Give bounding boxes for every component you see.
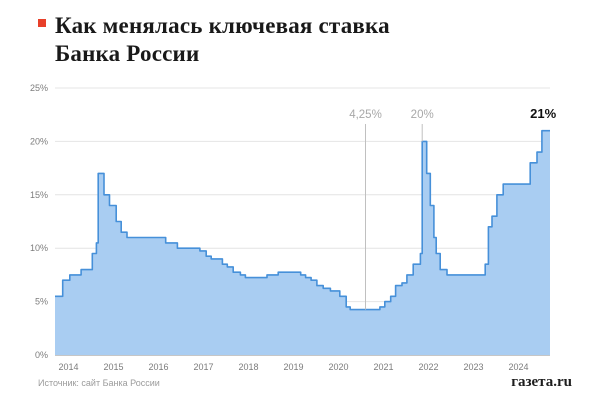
chart-title: Как менялась ключевая ставка Банка Росси… [55,12,390,68]
svg-text:2019: 2019 [283,362,303,372]
brand-accent-square [38,19,46,27]
svg-text:2017: 2017 [193,362,213,372]
svg-text:2021: 2021 [373,362,393,372]
svg-text:25%: 25% [30,83,48,93]
svg-text:0%: 0% [35,350,48,360]
svg-text:2016: 2016 [148,362,168,372]
svg-text:2015: 2015 [103,362,123,372]
brand-logo: газета.ru [511,374,572,390]
svg-text:20%: 20% [411,109,434,121]
svg-text:4,25%: 4,25% [349,109,382,121]
source-note: Источник: сайт Банка России [38,378,160,388]
svg-text:2024: 2024 [508,362,528,372]
svg-text:2018: 2018 [238,362,258,372]
chart-header: Как менялась ключевая ставка Банка Росси… [38,12,390,68]
svg-text:2020: 2020 [328,362,348,372]
svg-text:5%: 5% [35,297,48,307]
chart-title-line1: Как менялась ключевая ставка [55,13,390,38]
svg-text:2022: 2022 [418,362,438,372]
svg-text:21%: 21% [530,106,556,121]
svg-text:2023: 2023 [463,362,483,372]
svg-text:20%: 20% [30,136,48,146]
chart-title-line2: Банка России [55,41,200,67]
svg-text:2014: 2014 [58,362,78,372]
svg-text:10%: 10% [30,243,48,253]
svg-text:15%: 15% [30,190,48,200]
chart-footer: Источник: сайт Банка России газета.ru [38,374,572,391]
